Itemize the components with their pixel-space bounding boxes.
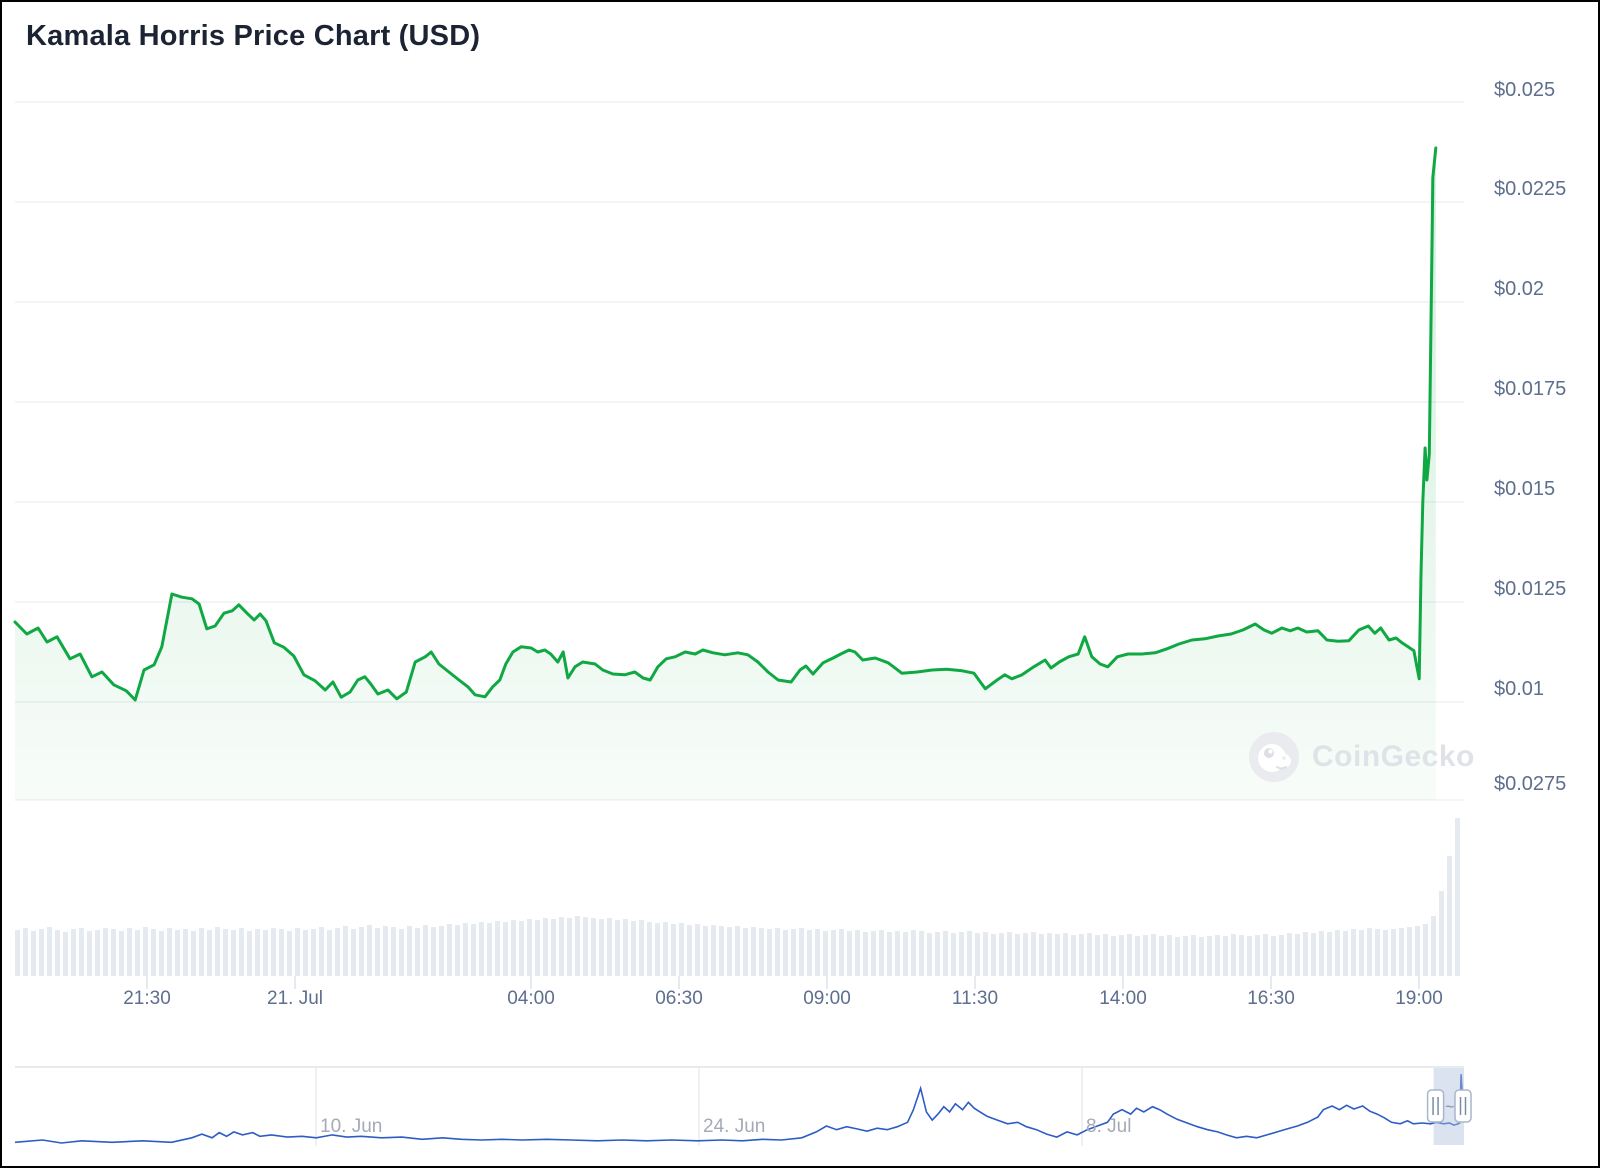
navigator[interactable]: ~: [14, 1066, 1472, 1146]
navigator-date-label: 10. Jun: [320, 1116, 383, 1137]
price-line[interactable]: [13, 146, 1438, 702]
volume-bars[interactable]: [15, 818, 1460, 976]
time-axis-label: 04:00: [507, 988, 555, 1009]
price-axis-label: $0.025: [1494, 79, 1556, 101]
price-axis-label: $0.01: [1494, 678, 1545, 700]
navigator-line: [14, 1074, 1465, 1144]
navigator-date-label: 8. Jul: [1086, 1116, 1132, 1137]
time-axis-label: 19:00: [1395, 988, 1443, 1009]
coingecko-watermark-text: CoinGecko: [1312, 740, 1475, 773]
time-axis-label: 14:00: [1099, 988, 1147, 1009]
price-axis-label: $0.0275: [1494, 773, 1567, 795]
coingecko-watermark: CoinGecko: [1248, 731, 1475, 783]
price-axis-label: $0.0225: [1494, 178, 1567, 200]
coingecko-logo-icon: [1249, 732, 1299, 782]
price-axis-label: $0.0125: [1494, 578, 1567, 600]
price-axis-label: $0.0175: [1494, 378, 1567, 400]
navigator-handle-left[interactable]: [1426, 1089, 1445, 1123]
time-axis-label: 21. Jul: [267, 988, 323, 1009]
time-axis-ticks: [146, 976, 1420, 989]
navigator-handle-right[interactable]: [1454, 1089, 1472, 1123]
price-axis-label: $0.02: [1494, 278, 1545, 300]
navigator-date-label: 24. Jun: [703, 1116, 766, 1137]
price-area-fill[interactable]: [15, 148, 1436, 800]
time-axis-label: 16:30: [1247, 988, 1295, 1009]
time-axis-label: 11:30: [951, 988, 999, 1009]
time-axis-label: 21:30: [123, 988, 171, 1009]
time-axis-label: 09:00: [803, 988, 851, 1009]
page-title: Kamala Horris Price Chart (USD): [26, 20, 481, 52]
time-axis-label: 06:30: [655, 988, 703, 1009]
navigator-handle-separator: ~: [1445, 1099, 1454, 1116]
price-axis-label: $0.015: [1494, 478, 1556, 500]
